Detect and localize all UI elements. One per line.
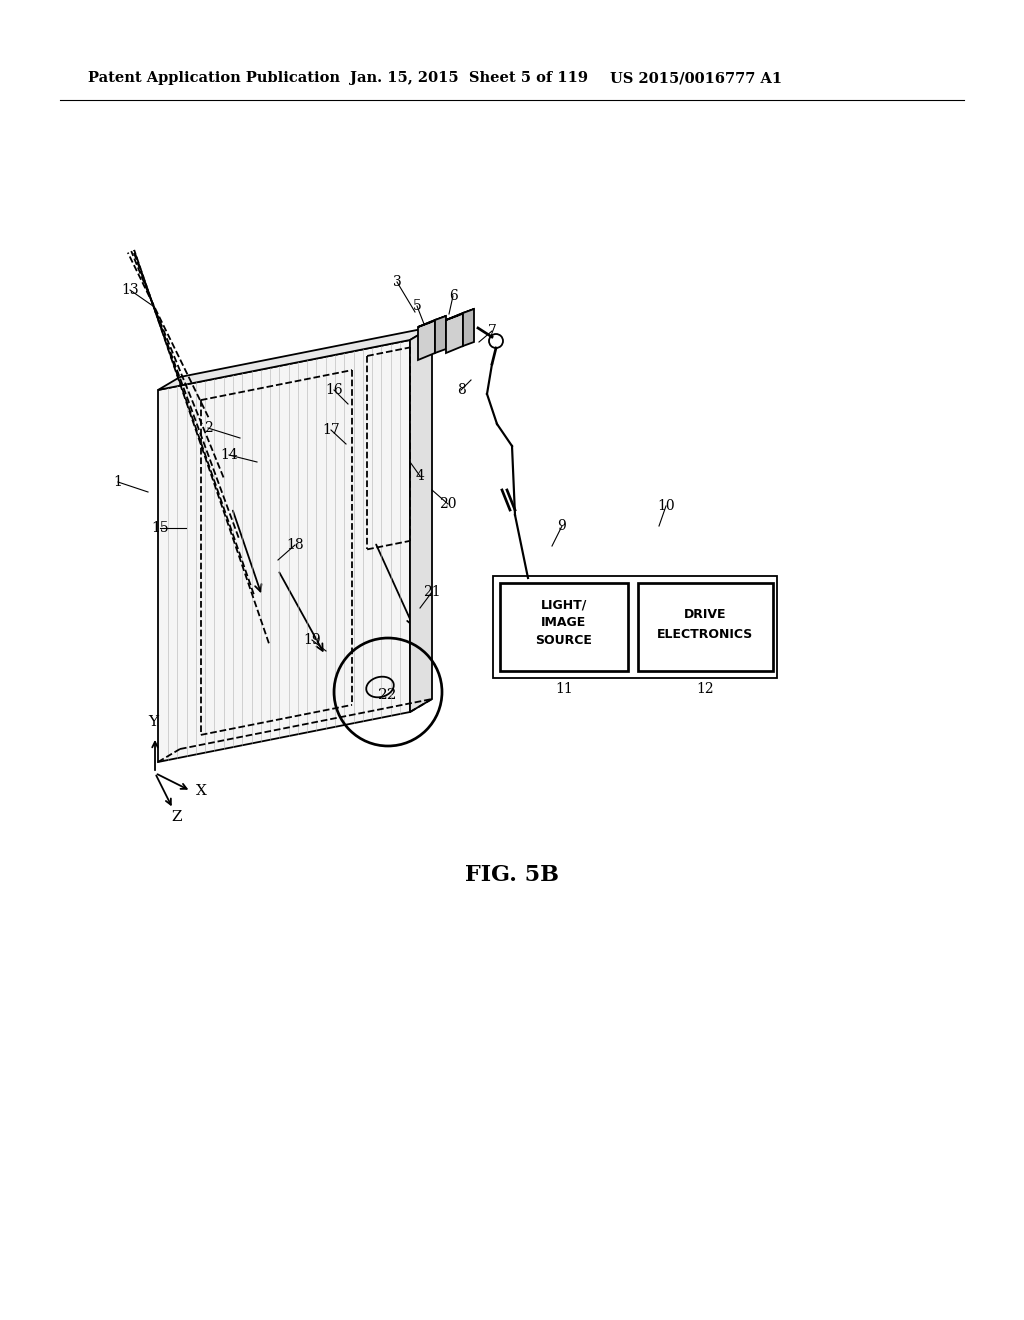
Text: 2: 2	[204, 421, 212, 436]
Text: 17: 17	[323, 422, 340, 437]
Polygon shape	[410, 327, 432, 711]
Polygon shape	[446, 309, 474, 319]
Polygon shape	[158, 327, 432, 389]
Text: Y: Y	[148, 715, 158, 729]
Text: US 2015/0016777 A1: US 2015/0016777 A1	[610, 71, 782, 84]
Text: LIGHT/: LIGHT/	[541, 598, 587, 611]
Polygon shape	[463, 309, 474, 346]
Text: DRIVE: DRIVE	[684, 609, 727, 622]
Text: 14: 14	[220, 447, 238, 462]
Text: 11: 11	[555, 682, 572, 696]
Polygon shape	[418, 315, 446, 327]
Text: Jan. 15, 2015  Sheet 5 of 119: Jan. 15, 2015 Sheet 5 of 119	[350, 71, 588, 84]
Text: 1: 1	[114, 475, 123, 488]
Text: 3: 3	[392, 275, 401, 289]
Text: Z: Z	[172, 810, 182, 824]
Text: SOURCE: SOURCE	[536, 635, 593, 648]
Text: 16: 16	[326, 383, 343, 397]
Text: Patent Application Publication: Patent Application Publication	[88, 71, 340, 84]
Text: ELECTRONICS: ELECTRONICS	[657, 628, 754, 642]
Polygon shape	[435, 315, 446, 352]
Text: 9: 9	[558, 519, 566, 533]
Text: FIG. 5B: FIG. 5B	[465, 865, 559, 886]
Text: IMAGE: IMAGE	[542, 616, 587, 630]
Text: 4: 4	[416, 469, 424, 483]
Bar	[500, 583, 628, 671]
Text: 12: 12	[696, 682, 715, 696]
Text: 6: 6	[449, 289, 458, 304]
Text: 8: 8	[457, 383, 465, 397]
Text: 18: 18	[286, 539, 304, 552]
Polygon shape	[446, 313, 463, 352]
Bar	[493, 576, 777, 678]
Polygon shape	[158, 341, 410, 762]
Text: 19: 19	[303, 634, 321, 647]
Text: X: X	[196, 784, 207, 799]
Text: 5: 5	[413, 300, 421, 313]
Text: 21: 21	[423, 585, 440, 599]
Text: 10: 10	[657, 499, 675, 513]
Bar	[638, 583, 773, 671]
Polygon shape	[418, 319, 435, 360]
Text: 15: 15	[152, 521, 169, 535]
Text: 20: 20	[439, 498, 457, 511]
Text: 22: 22	[378, 688, 397, 702]
Text: 7: 7	[487, 323, 497, 338]
Text: 13: 13	[121, 282, 139, 297]
